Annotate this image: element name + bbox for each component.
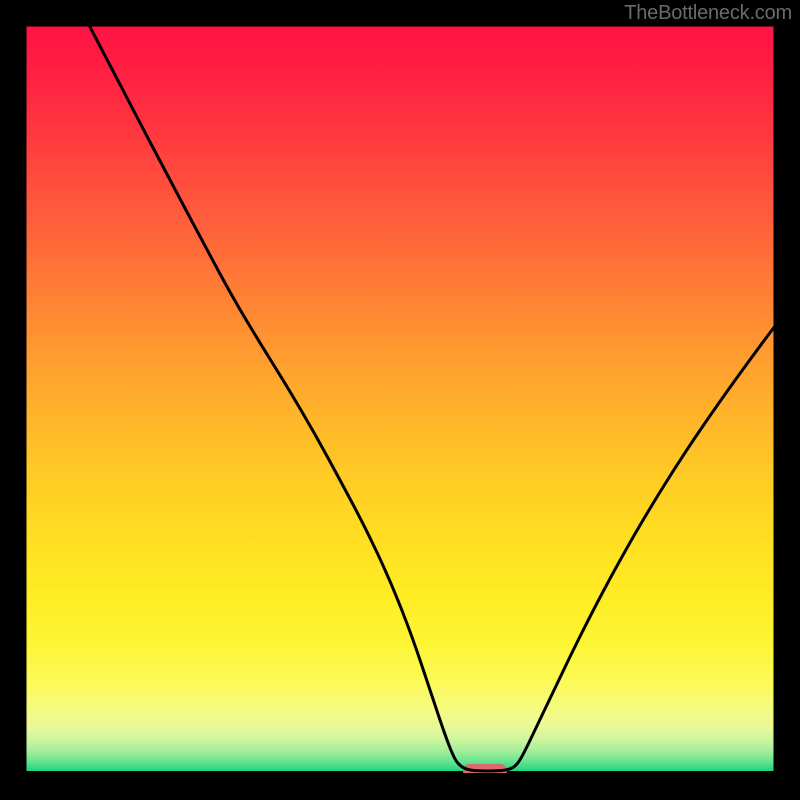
chart-container: TheBottleneck.com <box>0 0 800 800</box>
watermark-text: TheBottleneck.com <box>624 2 792 25</box>
chart-background <box>0 0 800 800</box>
